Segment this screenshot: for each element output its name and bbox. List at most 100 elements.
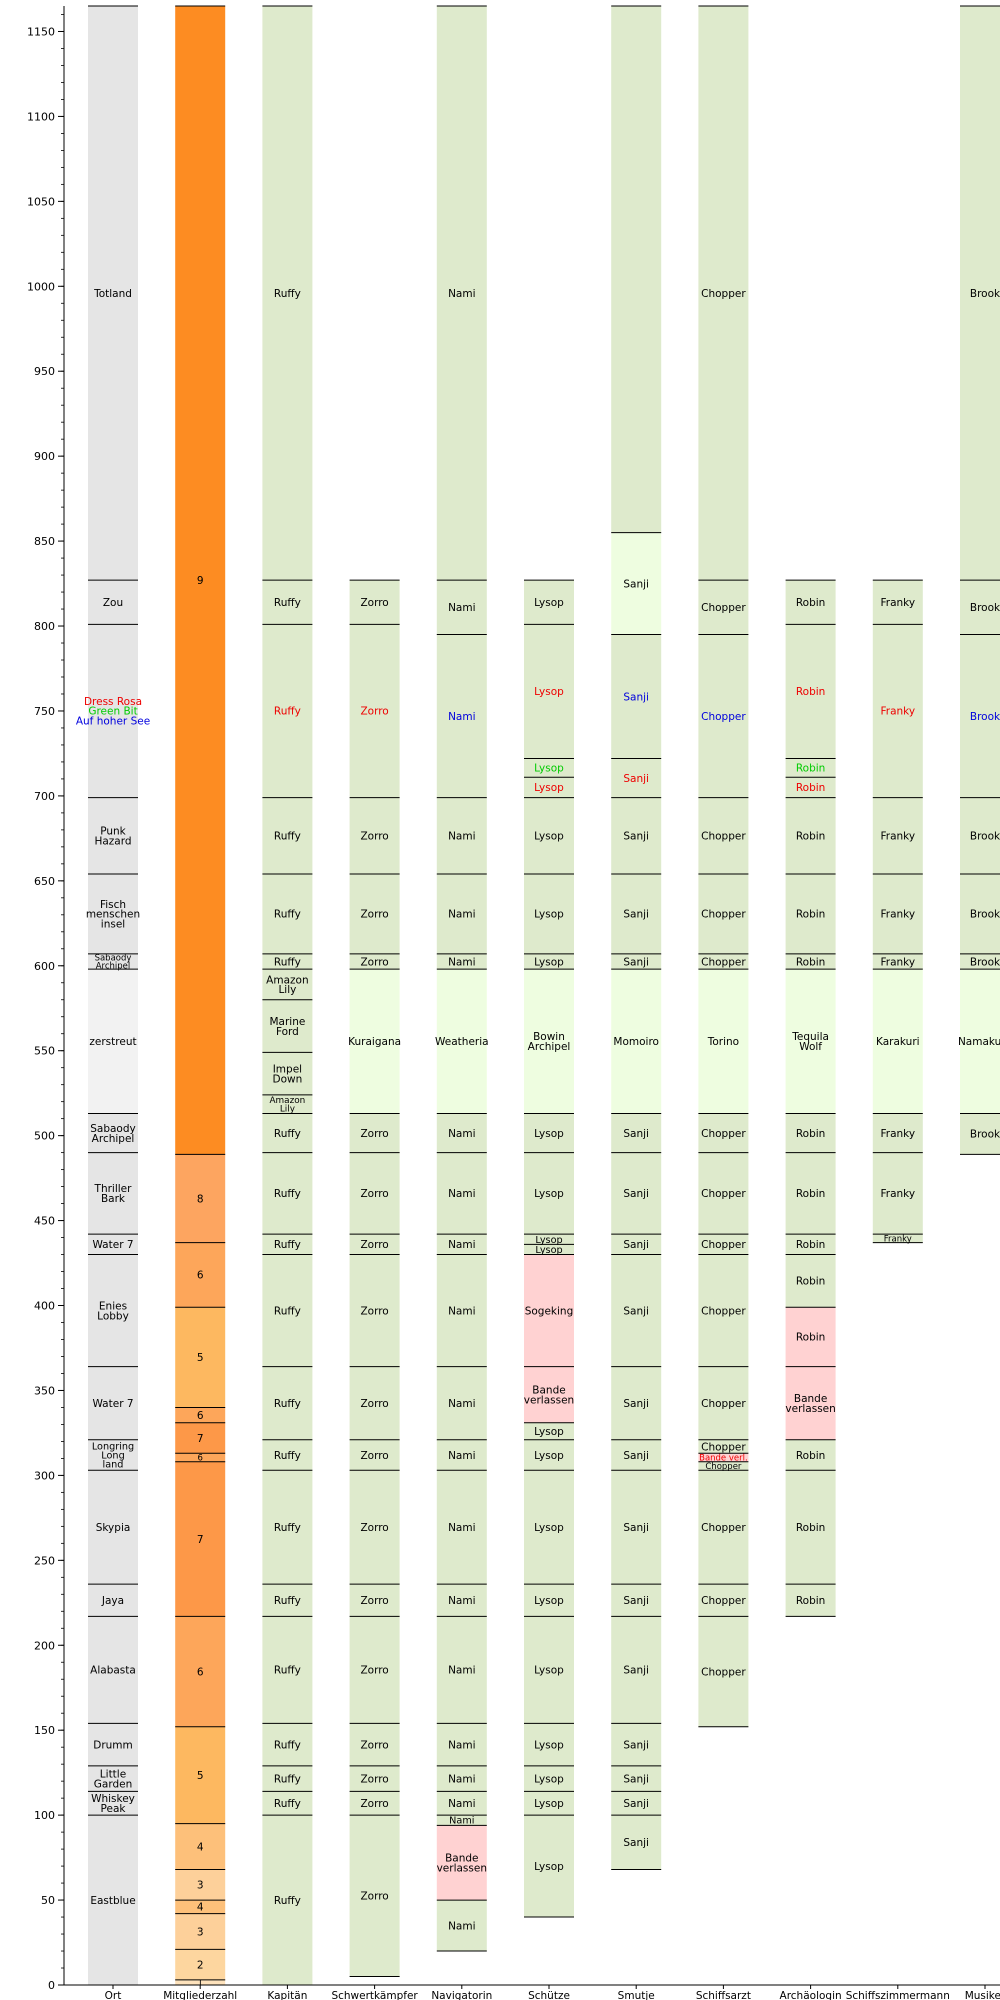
bar-segment <box>698 1584 749 1617</box>
segment-label: Nami <box>448 1920 475 1932</box>
x-tick-label: Navigatorin <box>431 1990 492 2000</box>
y-tick-label: 1050 <box>27 195 55 208</box>
bar-segment <box>262 1765 313 1792</box>
bar-segment <box>262 1152 313 1235</box>
segment-label: Sanji <box>623 909 649 921</box>
bar-segment <box>785 624 836 759</box>
bar-segment <box>436 1152 487 1235</box>
bar-segment <box>524 777 574 798</box>
bar-segment <box>524 1244 574 1255</box>
segment-label: Sanji <box>623 1398 649 1410</box>
bar-segment <box>88 1791 138 1816</box>
bar-segment <box>349 1470 400 1585</box>
segment-label: Sanji <box>623 1595 649 1607</box>
segment-label: Long <box>101 1450 124 1461</box>
segment-label: Bowin <box>533 1031 565 1043</box>
bar-segment <box>436 1584 487 1617</box>
segment-label: Chopper <box>701 1441 746 1453</box>
segment-label: Robin <box>796 1522 826 1534</box>
bar-segment <box>436 6 487 581</box>
segment-label: Green Bit <box>88 706 137 718</box>
bar-segment <box>349 1765 400 1792</box>
bar-segment <box>698 1152 749 1235</box>
bar-segment <box>524 1422 574 1440</box>
segment-label: Nami <box>448 909 475 921</box>
segment-label: Torino <box>707 1036 739 1048</box>
segment-label: 6 <box>197 1454 202 1464</box>
x-tick-label: Musiker <box>965 1990 1000 2000</box>
segment-label: Ruffy <box>274 706 301 718</box>
bar-segment <box>611 1470 662 1585</box>
x-tick-label: Archäologin <box>780 1990 842 2000</box>
bar-segment <box>175 1913 226 1950</box>
segment-label: Chopper <box>701 956 746 968</box>
bar-segment <box>698 1234 749 1255</box>
bar-segment <box>611 6 662 533</box>
bar-segment <box>88 1152 138 1235</box>
segment-label: Nami <box>448 1522 475 1534</box>
y-tick-label: 1100 <box>27 110 55 123</box>
segment-label: Zorro <box>360 1739 388 1751</box>
y-tick-label: 500 <box>34 1130 55 1143</box>
segment-label: Momoiro <box>613 1036 659 1048</box>
bar-segment <box>524 1584 574 1617</box>
segment-label: Eastblue <box>90 1895 135 1907</box>
bar-segment <box>88 624 138 798</box>
segment-label: Punk <box>100 826 126 838</box>
bar-segment <box>436 1825 487 1901</box>
bar-segment <box>175 1949 226 1980</box>
segment-label: Lysop <box>534 909 564 921</box>
segment-label: Lysop <box>534 1665 564 1677</box>
bar-segment <box>872 953 923 970</box>
x-tick-label: Schwertkämpfer <box>331 1990 418 2000</box>
bar-segment <box>611 969 662 1114</box>
bar-segment <box>960 969 1000 1114</box>
segment-label: Sanji <box>623 773 649 785</box>
segment-label: insel <box>101 919 125 931</box>
segment-label: Franky <box>884 1234 912 1244</box>
bar-segment <box>611 874 662 954</box>
segment-label: Lysop <box>534 831 564 843</box>
segment-label: 6 <box>197 1666 204 1678</box>
segment-label: 4 <box>197 1902 204 1914</box>
bar-segment <box>436 874 487 954</box>
segment-label: Bande <box>794 1393 827 1405</box>
segment-label: Sabaody <box>90 1123 136 1135</box>
segment-label: Bande verl. <box>699 1454 748 1464</box>
segment-label: Lysop <box>535 1245 562 1256</box>
segment-label: Karakuri <box>876 1036 920 1048</box>
bar-segment <box>349 1366 400 1440</box>
segment-label: Lily <box>280 1105 295 1115</box>
segment-label: Ruffy <box>274 1895 301 1907</box>
bar-segment <box>785 874 836 954</box>
segment-label: verlassen <box>524 1394 574 1406</box>
segment-label: Nami <box>448 602 475 614</box>
segment-label: zerstreut <box>89 1036 136 1048</box>
segment-label: Enies <box>99 1300 127 1312</box>
bar-segment <box>262 1584 313 1617</box>
bar-segment <box>175 6 226 1155</box>
segment-label: Sanji <box>623 1188 649 1200</box>
segment-label: Robin <box>796 686 826 698</box>
bar-segment <box>698 580 749 635</box>
bar-segment <box>611 797 662 875</box>
segment-label: Zou <box>103 597 123 609</box>
segment-label: Wolf <box>799 1041 822 1053</box>
bar-segment <box>611 634 662 759</box>
segment-label: 9 <box>197 575 204 587</box>
segment-label: Namakura <box>958 1036 1000 1048</box>
segment-label: Zorro <box>360 706 388 718</box>
segment-label: Sanji <box>623 1773 649 1785</box>
segment-label: Sogeking <box>525 1305 574 1317</box>
bar-segment <box>698 1366 749 1440</box>
segment-label: Brook <box>970 711 1000 723</box>
segment-label: Zorro <box>360 1239 388 1251</box>
bar-segment <box>698 797 749 875</box>
segment-label: Robin <box>796 597 826 609</box>
segment-label: Dress Rosa <box>84 696 142 708</box>
bar-segment <box>524 1439 574 1471</box>
bar-segment <box>262 999 313 1053</box>
bar-segment <box>262 1439 313 1471</box>
segment-label: Sanji <box>623 1798 649 1810</box>
